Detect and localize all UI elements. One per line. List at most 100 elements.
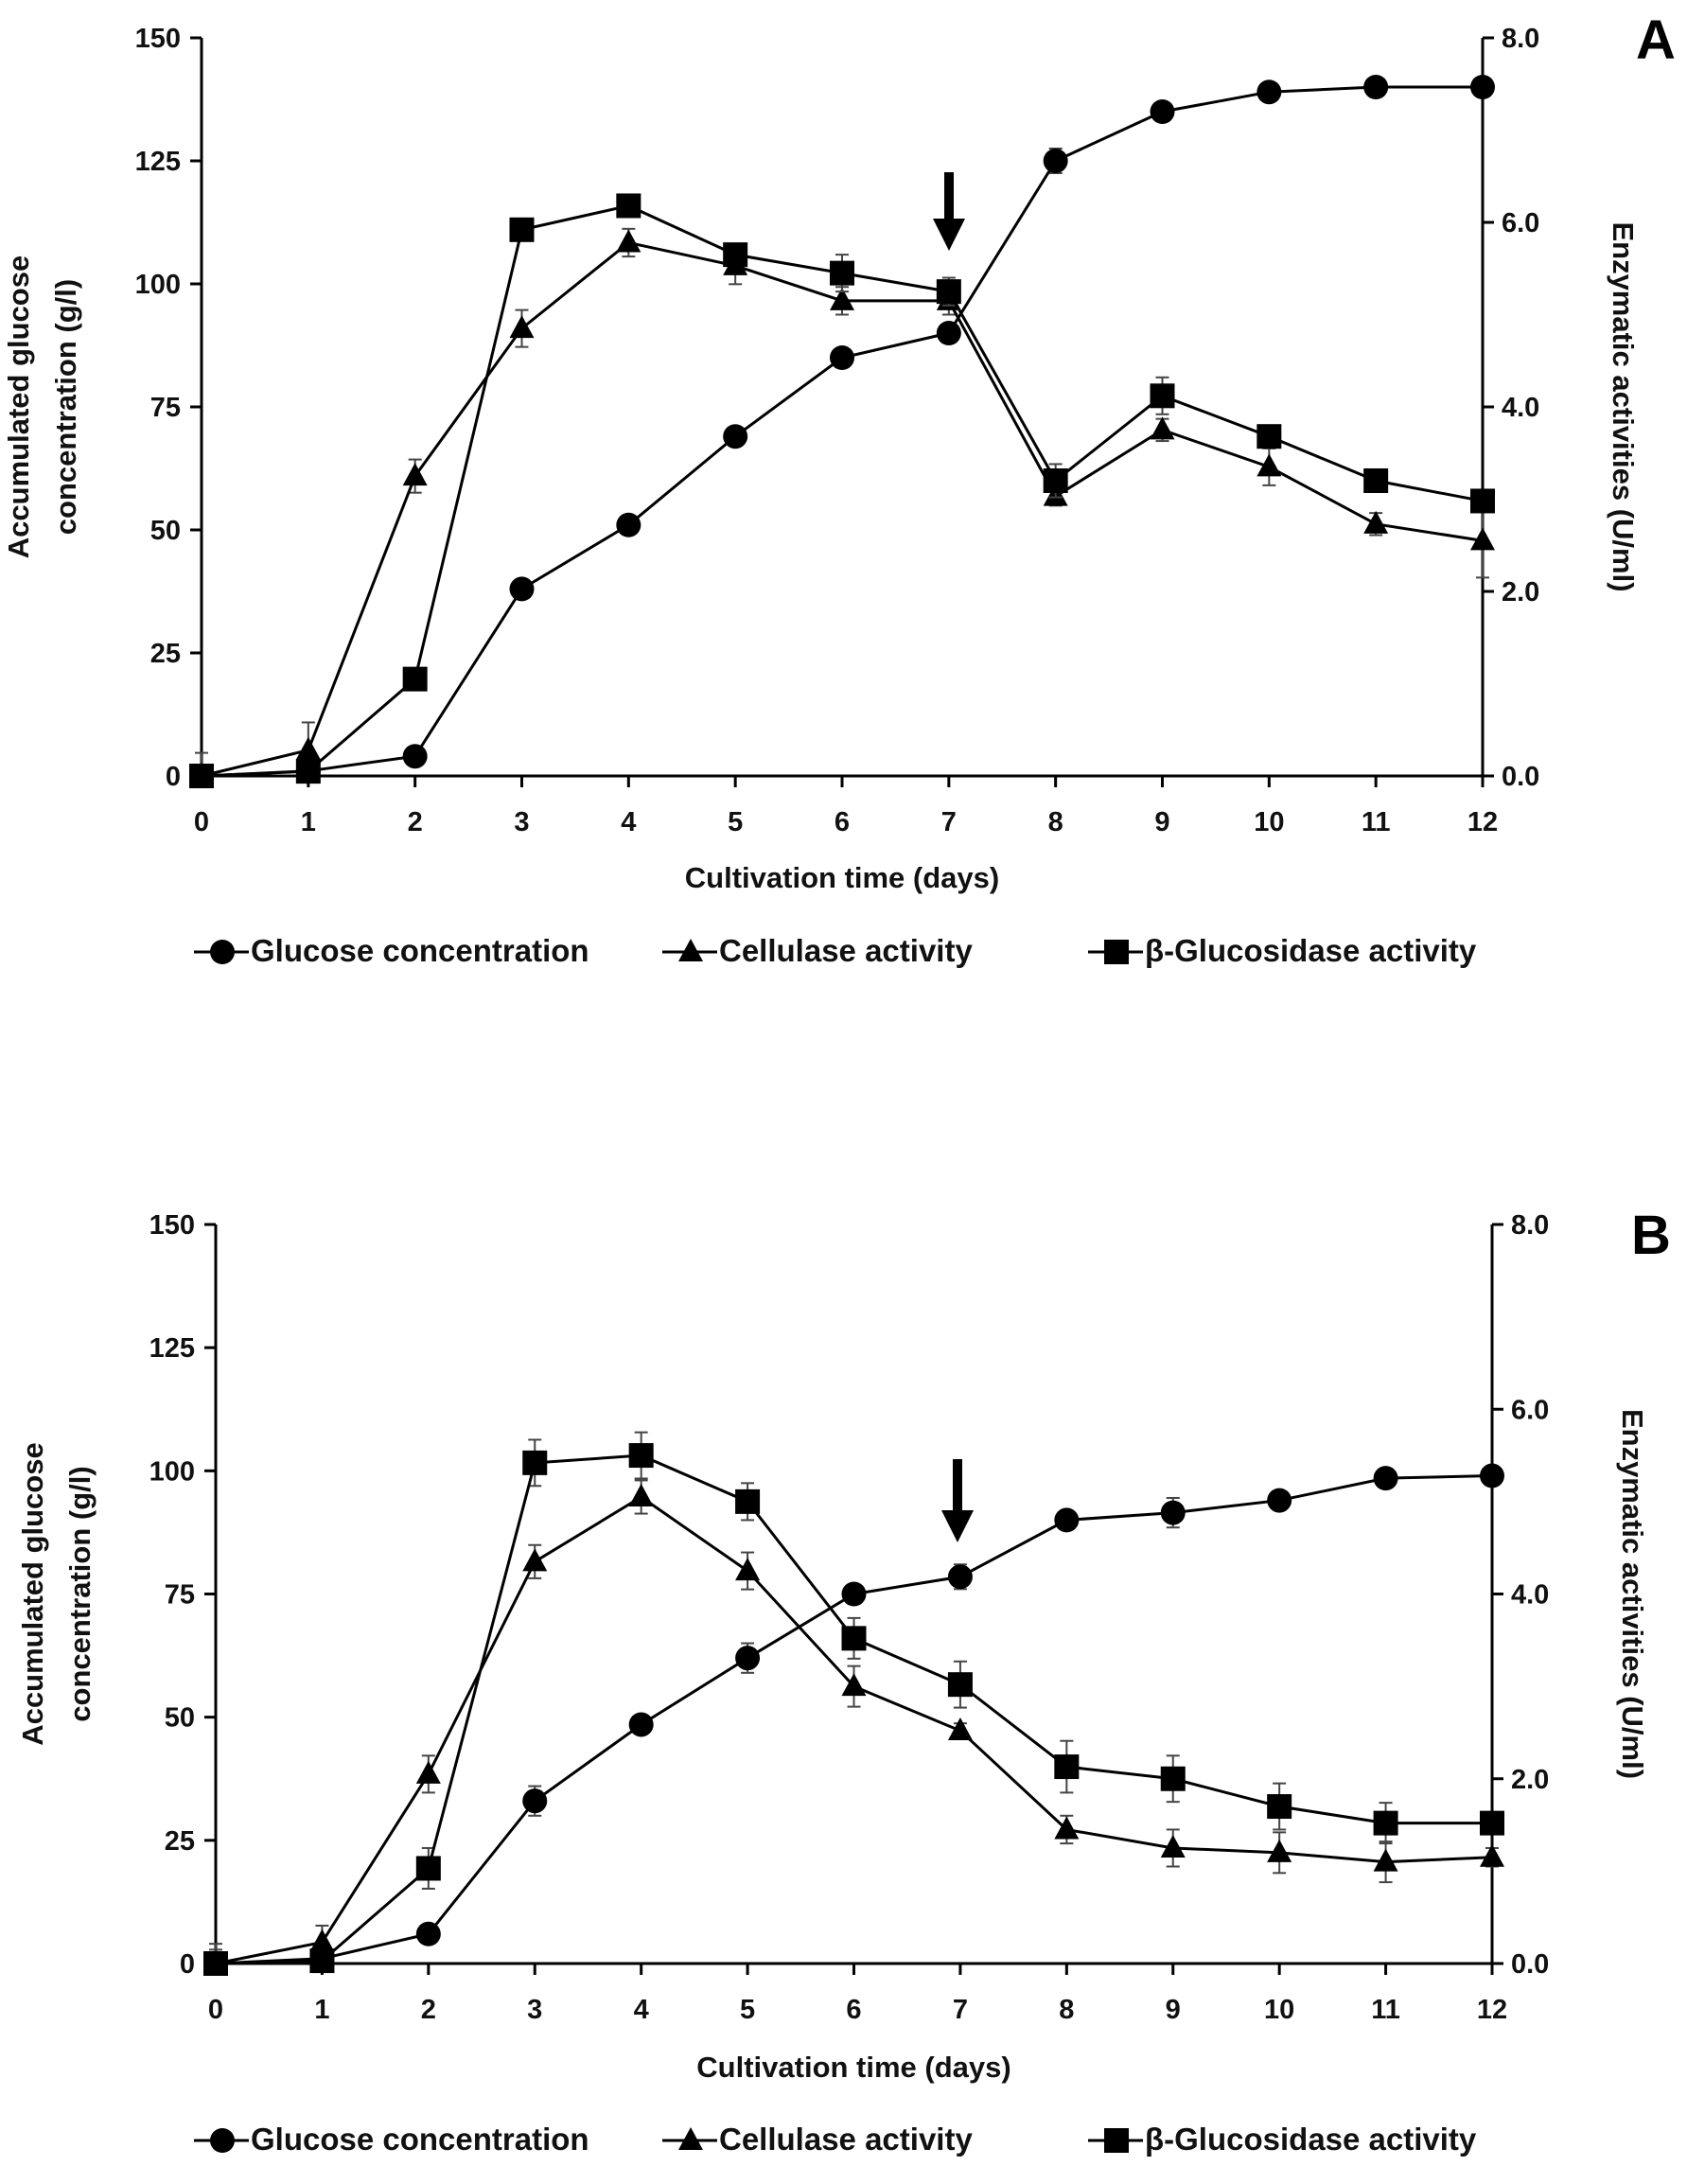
series-line	[215, 1453, 1492, 1965]
data-point-square	[509, 217, 535, 242]
x-tick-label: 1	[314, 1995, 329, 2025]
data-point-triangle	[1373, 1848, 1398, 1872]
data-point-square	[947, 1672, 973, 1698]
data-point-triangle	[309, 1929, 335, 1952]
data-point-circle	[1160, 1500, 1186, 1525]
x-tick-label: 2	[408, 807, 423, 837]
legend: Glucose concentration Cellulase activity β…	[194, 933, 1477, 968]
left-y-tick-label: 0	[180, 1949, 195, 1980]
legend-entry: β-Glucosidase activity	[1145, 933, 1477, 968]
series-line	[201, 85, 1483, 778]
data-point-triangle	[841, 1673, 867, 1697]
x-tick-label: 5	[728, 807, 743, 837]
data-point-circle	[1363, 75, 1389, 99]
left-y-tick-label: 25	[150, 639, 181, 669]
legend-entry: Glucose concentration	[251, 933, 589, 968]
data-point-triangle	[735, 1558, 761, 1581]
data-point-circle	[1150, 99, 1175, 124]
right-y-tick-label: 6.0	[1502, 208, 1539, 238]
data-point-triangle	[402, 463, 428, 486]
data-point-square	[735, 1488, 761, 1514]
left-y-tick-label: 75	[150, 393, 181, 423]
data-point-circle	[1043, 149, 1068, 173]
x-tick-label: 5	[740, 1995, 755, 2025]
legend-marker-square	[1104, 2128, 1129, 2153]
data-point-triangle	[295, 736, 321, 760]
legend-marker-triangle	[678, 939, 703, 961]
left-y-tick-label: 100	[135, 270, 181, 300]
data-point-triangle	[1470, 527, 1495, 551]
series-circle	[189, 75, 1495, 788]
data-point-square	[402, 666, 428, 692]
data-point-square	[1373, 1810, 1398, 1836]
data-point-circle	[1373, 1466, 1398, 1491]
data-point-square	[415, 1856, 441, 1881]
series-triangle	[189, 227, 1495, 785]
data-point-triangle	[522, 1548, 548, 1572]
data-point-square	[1480, 1810, 1504, 1836]
data-point-triangle	[1160, 1834, 1186, 1858]
right-y-axis-label: Enzymatic activities (U/ml)	[1616, 1409, 1649, 1779]
x-tick-label: 4	[621, 807, 636, 837]
data-point-triangle	[1267, 1839, 1292, 1862]
x-tick-label: 6	[846, 1995, 861, 2025]
data-point-circle	[402, 744, 428, 769]
left-y-tick-label: 50	[165, 1703, 195, 1734]
legend-entry: Cellulase activity	[719, 2122, 973, 2157]
data-point-triangle	[1363, 510, 1389, 534]
left-y-tick-label: 150	[135, 24, 181, 54]
data-point-square	[723, 242, 748, 268]
data-point-square	[1043, 468, 1068, 493]
x-tick-label: 3	[514, 807, 529, 837]
series-triangle	[203, 1479, 1504, 1973]
x-tick-label: 6	[835, 807, 850, 837]
data-point-square	[1054, 1754, 1080, 1780]
left-y-axis-label: concentration (g/l)	[49, 279, 82, 535]
right-y-tick-label: 2.0	[1502, 577, 1539, 608]
data-point-circle	[509, 576, 535, 602]
data-point-square	[841, 1626, 867, 1651]
x-tick-label: 12	[1467, 807, 1498, 837]
x-tick-label: 8	[1059, 1995, 1074, 2025]
data-point-triangle	[947, 1717, 973, 1740]
left-y-tick-label: 25	[165, 1826, 195, 1857]
right-y-tick-label: 8.0	[1502, 24, 1539, 54]
legend-marker-circle	[210, 2128, 235, 2153]
x-tick-label: 8	[1048, 807, 1063, 837]
panel-label: A	[1636, 9, 1676, 71]
data-point-circle	[616, 512, 641, 537]
data-point-triangle	[830, 287, 854, 310]
data-point-square	[830, 260, 854, 286]
x-tick-label: 4	[634, 1995, 649, 2025]
data-point-circle	[1054, 1507, 1080, 1533]
data-point-triangle	[1480, 1843, 1504, 1867]
series-square	[203, 1431, 1504, 1976]
x-tick-label: 12	[1477, 1995, 1507, 2025]
left-y-tick-label: 100	[149, 1456, 195, 1487]
data-point-square	[616, 193, 641, 219]
left-y-tick-label: 150	[149, 1210, 195, 1241]
x-tick-label: 11	[1371, 1995, 1400, 2025]
left-y-tick-label: 75	[165, 1580, 195, 1611]
data-point-circle	[1256, 79, 1282, 105]
x-axis-label: Cultivation time (days)	[696, 2051, 1010, 2084]
x-tick-label: 9	[1154, 807, 1169, 837]
x-tick-label: 10	[1254, 807, 1284, 837]
data-point-square	[522, 1450, 548, 1475]
data-point-square	[936, 279, 961, 305]
data-point-circle	[1470, 75, 1495, 99]
x-tick-label: 7	[941, 807, 957, 837]
right-y-tick-label: 4.0	[1511, 1580, 1549, 1611]
legend-entry: β-Glucosidase activity	[1145, 2122, 1477, 2157]
data-point-circle	[1267, 1488, 1292, 1513]
right-y-tick-label: 2.0	[1511, 1765, 1549, 1795]
data-point-square	[1363, 468, 1389, 493]
data-point-square	[1160, 1766, 1186, 1791]
left-y-tick-label: 0	[166, 762, 181, 792]
left-y-axis-label: Accumulated glucose	[16, 1442, 49, 1745]
series-line	[215, 1495, 1493, 1965]
x-tick-label: 7	[953, 1995, 968, 2025]
data-point-circle	[936, 321, 961, 345]
left-y-tick-label: 125	[135, 147, 181, 177]
data-point-square	[1256, 424, 1282, 449]
